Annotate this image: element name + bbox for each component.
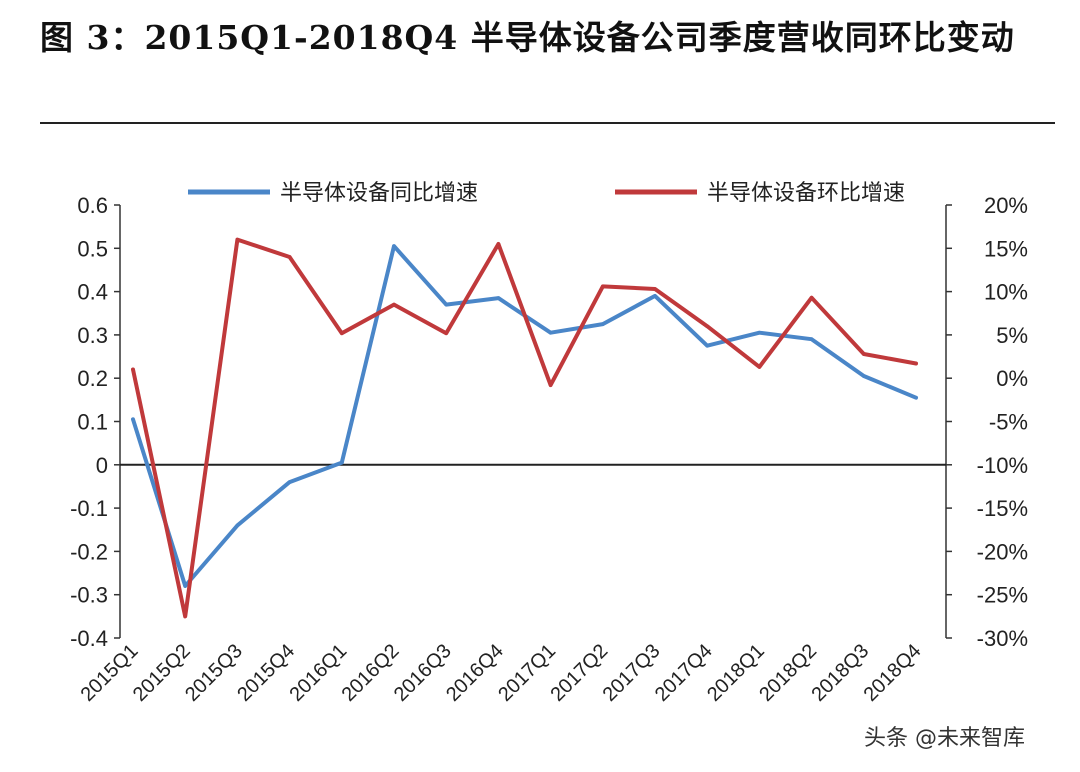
x-tick-label: 2017Q3 [599, 640, 665, 706]
right-y-axis: 20% 15% 10% 5% 0% -5% -10% -15% -20% -25% -30% [945, 193, 1028, 651]
series-point-2 [757, 365, 762, 369]
legend-label-1: 半导体设备同比增速 [280, 181, 478, 206]
series-point-2 [914, 361, 918, 366]
x-axis: 2015Q12015Q22015Q32015Q42016Q12016Q22016… [77, 463, 946, 706]
series-point-1 [914, 395, 918, 400]
series-point-2 [131, 367, 135, 372]
series-point-2 [653, 287, 657, 291]
chart-title: 图 3：2015Q1-2018Q4 半导体设备公司季度营收同环比变动 [40, 18, 1015, 57]
left-tick-label: 0.5 [77, 236, 108, 261]
right-tick-label: 15% [984, 236, 1028, 261]
series-line-1 [131, 244, 918, 588]
left-tick-label: 0.3 [77, 323, 108, 348]
series-point-2 [235, 237, 240, 242]
left-tick-label: -0.3 [70, 583, 108, 608]
series-point-2 [809, 295, 814, 300]
left-tick-label: -0.4 [70, 626, 108, 651]
left-tick-label: 0.4 [77, 280, 108, 305]
series-point-2 [392, 302, 396, 307]
series-point-2 [287, 255, 292, 259]
series-point-1 [444, 302, 449, 307]
x-tick-label: 2018Q3 [807, 640, 873, 706]
right-tick-label: 20% [984, 193, 1028, 218]
series-point-1 [862, 374, 866, 378]
series-point-2 [496, 242, 501, 246]
series-line-2 [131, 237, 918, 619]
x-tick-label: 2015Q3 [181, 640, 247, 706]
series-point-1 [705, 343, 709, 348]
series-point-2 [601, 284, 605, 289]
legend: 半导体设备同比增速 半导体设备环比增速 [188, 181, 905, 206]
series-point-1 [548, 330, 553, 335]
series-point-1 [340, 460, 344, 465]
left-tick-label: 0.6 [77, 193, 108, 218]
x-tick-label: 2015Q2 [129, 640, 195, 706]
series-point-1 [653, 294, 657, 298]
x-tick-label: 2018Q2 [755, 640, 821, 706]
series-point-2 [183, 614, 187, 619]
series-point-1 [287, 480, 292, 484]
x-tick-label: 2018Q1 [703, 640, 769, 706]
series-point-2 [705, 324, 709, 329]
series-point-1 [235, 523, 240, 528]
right-tick-label: -30% [977, 626, 1028, 651]
title-underline [40, 122, 1055, 124]
right-tick-label: 10% [984, 280, 1028, 305]
left-y-axis: 0.6 0.5 0.4 0.3 0.2 0.1 0 -0.1 -0.2 -0.3 -0.4 [70, 193, 121, 651]
series-point-1 [392, 244, 396, 248]
right-tick-label: -20% [977, 539, 1028, 564]
right-tick-label: -5% [989, 410, 1028, 435]
x-tick-label: 2016Q1 [285, 640, 351, 706]
series-point-1 [601, 322, 605, 326]
series-point-2 [340, 331, 344, 335]
series-point-1 [809, 337, 814, 342]
series-point-1 [183, 584, 187, 588]
series-point-1 [757, 330, 762, 335]
watermark-text: 头条 @未来智库 [860, 720, 1029, 752]
x-tick-label: 2016Q3 [390, 640, 456, 706]
x-tick-label: 2016Q4 [442, 640, 508, 706]
right-tick-label: -15% [977, 496, 1028, 521]
right-tick-label: -10% [977, 453, 1028, 478]
x-tick-label: 2016Q2 [338, 640, 404, 706]
series-point-1 [496, 296, 501, 300]
x-tick-label: 2017Q2 [546, 640, 612, 706]
x-tick-label: 2018Q4 [860, 640, 926, 706]
left-tick-label: -0.2 [70, 539, 108, 564]
x-tick-label: 2015Q4 [233, 640, 299, 706]
series-point-2 [444, 331, 449, 335]
right-tick-label: -25% [977, 583, 1028, 608]
right-tick-label: 0% [996, 366, 1028, 391]
series-point-1 [131, 417, 135, 422]
series-group [131, 237, 918, 619]
left-tick-label: -0.1 [70, 496, 108, 521]
legend-label-2: 半导体设备环比增速 [707, 181, 905, 206]
series-point-2 [862, 352, 866, 356]
left-tick-label: 0.1 [77, 410, 108, 435]
x-tick-label: 2017Q1 [494, 640, 560, 706]
left-tick-label: 0 [96, 453, 108, 478]
x-tick-label: 2017Q4 [651, 640, 717, 706]
series-point-2 [548, 383, 553, 387]
left-tick-label: 0.2 [77, 366, 108, 391]
right-tick-label: 5% [996, 323, 1028, 348]
